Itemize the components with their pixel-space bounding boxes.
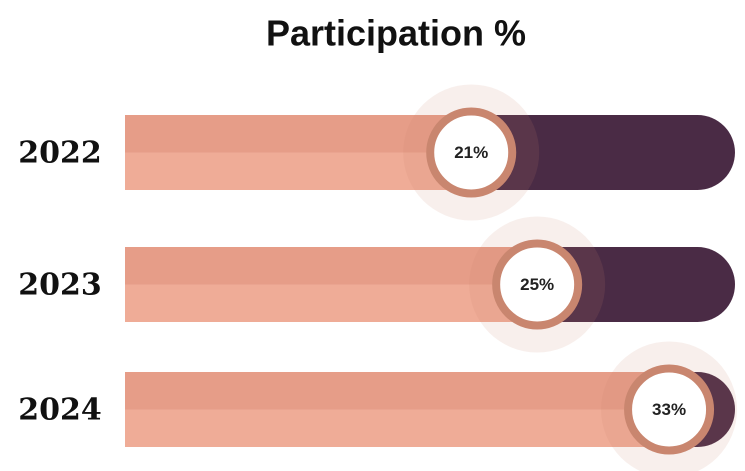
knob xyxy=(492,239,583,330)
value-label: 21% xyxy=(454,143,488,162)
bar xyxy=(125,372,670,410)
category-label: 2024 xyxy=(18,393,102,428)
knob xyxy=(426,107,517,198)
category-label: 2023 xyxy=(18,268,102,303)
bar-light xyxy=(125,284,538,322)
bar-light xyxy=(125,409,670,447)
value-label: 25% xyxy=(520,275,554,294)
bar xyxy=(125,115,472,153)
bar-light xyxy=(125,152,472,190)
value-label: 33% xyxy=(652,400,686,419)
bar xyxy=(125,247,538,285)
category-label: 2022 xyxy=(18,136,102,171)
chart-title: Participation % xyxy=(266,13,526,54)
knob xyxy=(624,364,715,455)
